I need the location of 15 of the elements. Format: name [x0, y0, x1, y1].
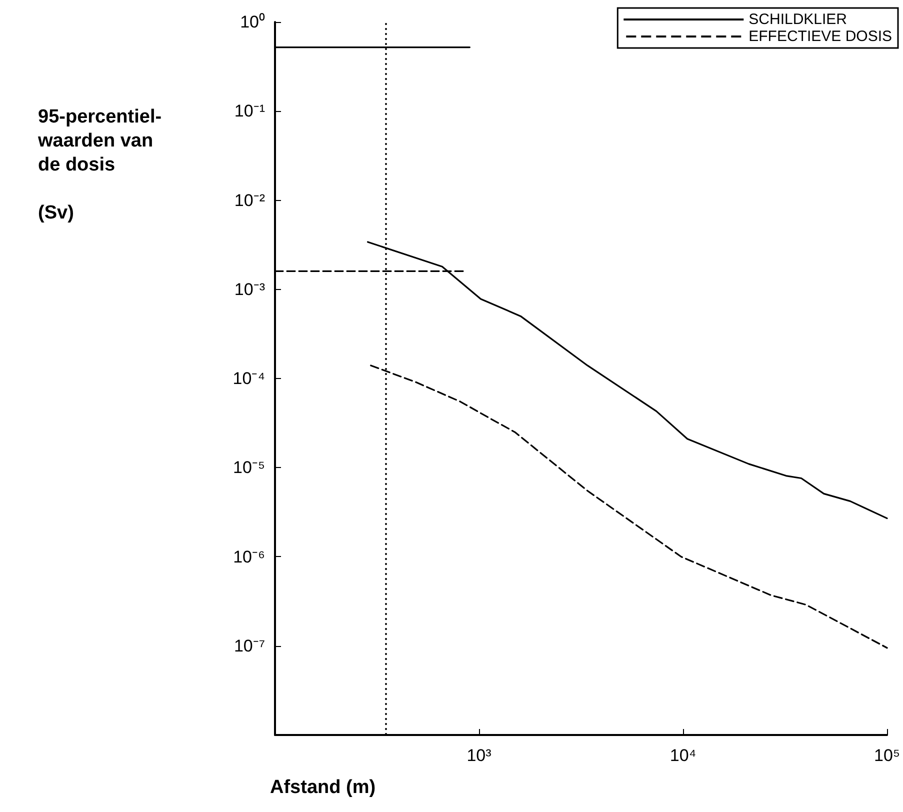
y-tick-label: 10⁰ — [240, 12, 265, 32]
text: 95-percentiel- waarden van de dosis (Sv) — [38, 106, 162, 224]
x-axis-title: Afstand (m) — [270, 777, 376, 798]
y-tick-label: 10⁻⁶ — [233, 547, 265, 566]
x-tick-label: 10⁵ — [874, 746, 900, 765]
legend-label: EFFECTIEVE DOSIS — [748, 28, 892, 45]
y-tick-label: 10⁻⁷ — [234, 636, 265, 656]
y-tick-label: 10⁻¹ — [234, 102, 266, 121]
x-tick-label: 10⁴ — [670, 746, 696, 765]
legend-label: SCHILDKLIER — [748, 11, 848, 28]
y-tick-label: 10⁻³ — [234, 280, 266, 299]
x-tick-label: 10³ — [466, 746, 492, 765]
y-tick-label: 10⁻⁵ — [233, 458, 265, 478]
y-tick-label: 10⁻² — [234, 190, 266, 210]
y-tick-label: 10⁻⁴ — [232, 369, 265, 388]
